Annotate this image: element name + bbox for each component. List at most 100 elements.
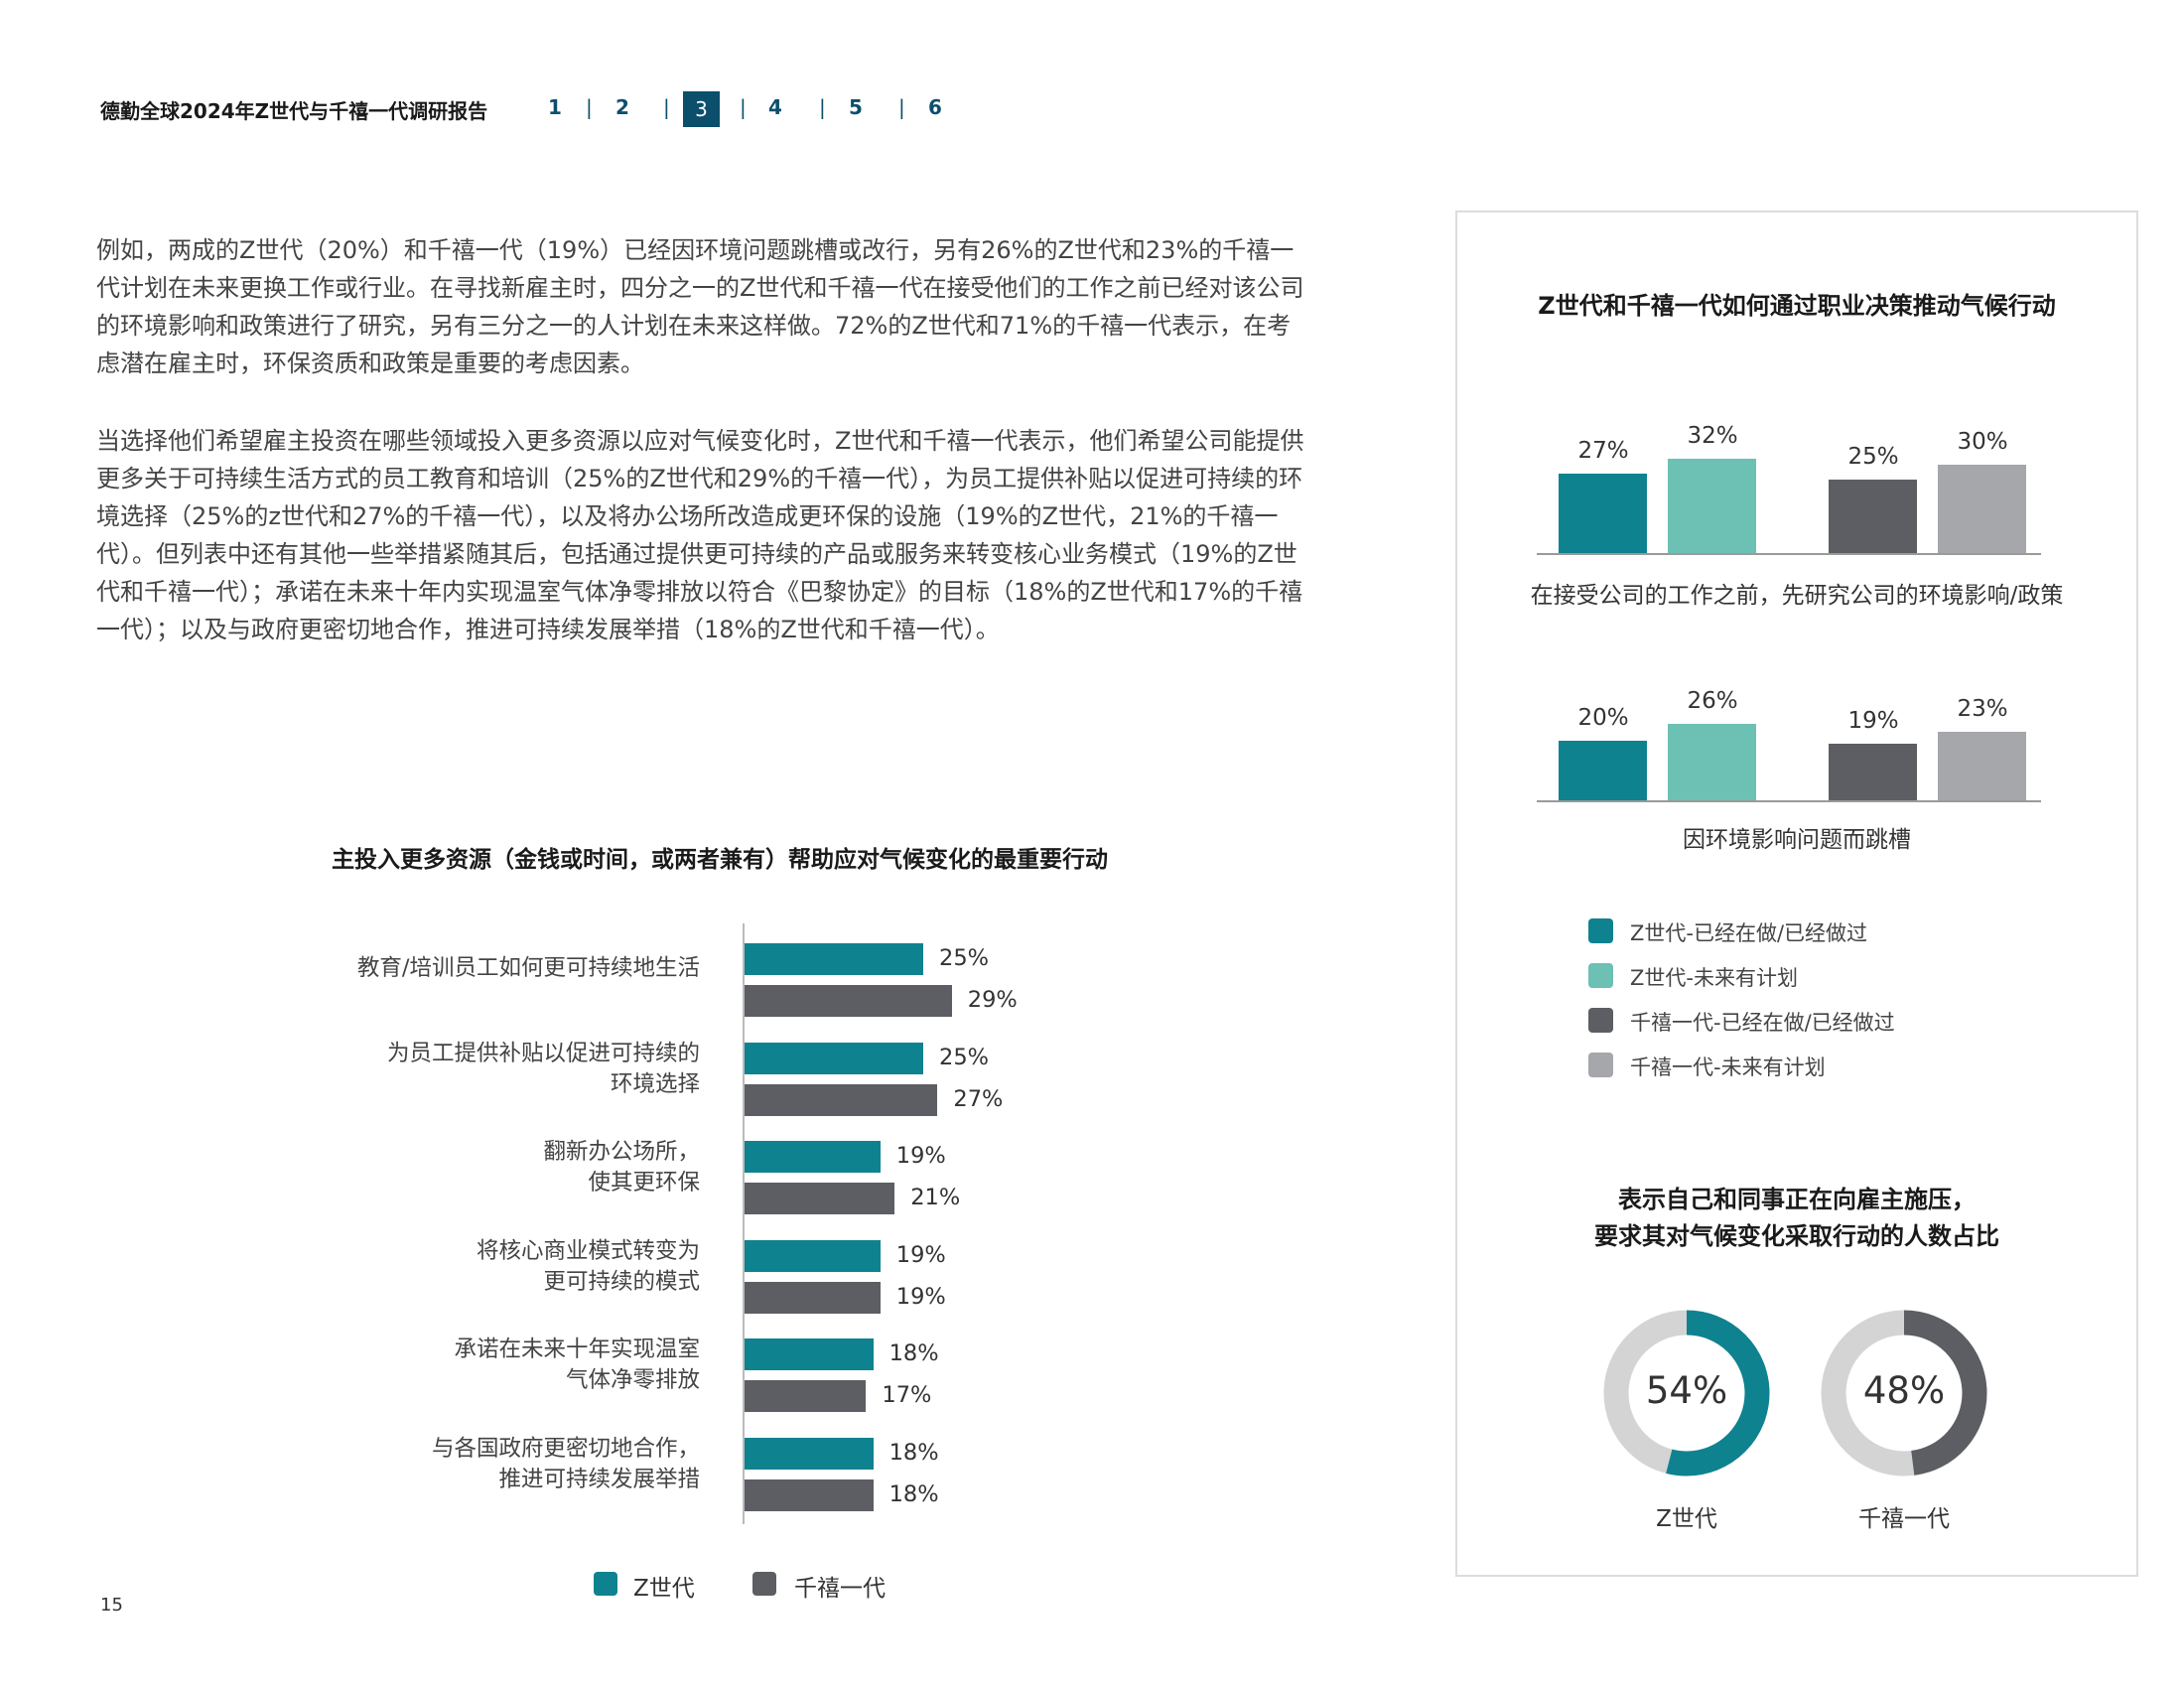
legend-swatch-gen-z (594, 1572, 617, 1596)
legend-label-gen-z: Z世代 (633, 1576, 695, 1602)
legend-swatch-millennials (752, 1572, 776, 1596)
report-title: 德勤全球2024年Z世代与千禧一代调研报告 (100, 99, 488, 123)
page-number: 15 (100, 1595, 123, 1616)
bar-value-label: 19% (895, 1241, 946, 1268)
vertical-bar-value-label: 32% (1687, 422, 1738, 449)
bar-gen-z (745, 1042, 923, 1074)
side-panel (1455, 211, 2138, 1577)
bar-value-label: 19% (895, 1283, 946, 1310)
category-label-line: 承诺在未来十年实现温室 (454, 1336, 700, 1362)
nav-separator: | (740, 95, 747, 119)
category-label-line: 使其更环保 (588, 1170, 700, 1196)
bar-value-label: 27% (953, 1085, 1004, 1112)
legend-swatch-genz-done (1588, 918, 1613, 943)
legend-swatch-mill-done (1588, 1008, 1613, 1033)
vertical-bar-value-label: 20% (1577, 705, 1629, 732)
bar-value-label: 21% (910, 1185, 961, 1210)
legend-label-millennials: 千禧一代 (794, 1576, 886, 1602)
chart-baseline (1537, 553, 2041, 555)
bar-value-label: 25% (939, 1044, 990, 1070)
bar-value-label: 17% (882, 1382, 932, 1408)
donut-value-arc (1603, 1310, 1770, 1477)
category-label: 翻新办公场所， 使其更环保 (283, 1137, 700, 1198)
category-label: 与各国政府更密切地合作， 推进可持续发展举措 (283, 1434, 700, 1495)
vertical-bar (1559, 741, 1647, 800)
category-label-line: 翻新办公场所， (543, 1139, 700, 1165)
donut-percent-label: 54% (1645, 1369, 1728, 1412)
body-paragraph-1: 例如，两成的Z世代（20%）和千禧一代（19%）已经因环境问题跳槽或改行，另有2… (96, 236, 1304, 377)
bar-value-label: 18% (888, 1480, 939, 1507)
nav-separator: | (819, 95, 826, 119)
nav-page-4[interactable]: 4 (768, 95, 782, 119)
vertical-bar (1559, 473, 1647, 553)
category-label-line: 将核心商业模式转变为 (476, 1237, 700, 1264)
bar-value-label: 18% (888, 1439, 939, 1466)
legend-swatch-genz-plan (1588, 963, 1613, 988)
donut-percent-label: 48% (1862, 1369, 1946, 1412)
vertical-bar-value-label: 23% (1957, 696, 2008, 723)
donut-chart (1821, 1310, 1987, 1477)
donut-title-line-2: 要求其对气候变化采取行动的人数占比 (1594, 1222, 1999, 1250)
body-paragraph-2: 当选择他们希望雇主投资在哪些领域投入更多资源以应对气候变化时，Z世代和千禧一代表… (96, 427, 1304, 643)
nav-page-5[interactable]: 5 (849, 95, 863, 119)
vertical-bar (1938, 732, 2026, 800)
bar-millennials (745, 1083, 938, 1116)
bar-value-label: 19% (895, 1143, 946, 1169)
bar-gen-z (745, 1239, 881, 1272)
nav-page-3-active[interactable]: 3 (683, 91, 720, 127)
bar-value-label: 18% (888, 1340, 939, 1366)
legend-label-genz-plan: Z世代-未来有计划 (1630, 966, 1798, 990)
bar-millennials (745, 1183, 895, 1214)
vertical-bar-value-label: 26% (1687, 687, 1738, 714)
bar-millennials (745, 1478, 874, 1511)
vertical-bar (1668, 723, 1756, 800)
bar-gen-z (745, 1437, 874, 1470)
bar-gen-z (745, 1141, 881, 1173)
vertical-bar-value-label: 19% (1847, 708, 1899, 735)
legend-swatch-mill-plan (1588, 1053, 1613, 1077)
vertical-chart-caption: 因环境影响问题而跳槽 (1683, 827, 1911, 853)
vertical-chart-title: Z世代和千禧一代如何通过职业决策推动气候行动 (1538, 292, 2056, 320)
category-label: 教育/培训员工如何更可持续地生活 (283, 953, 700, 984)
bar-chart-axis (743, 923, 745, 1524)
bar-chart-title: 主投入更多资源（金钱或时间，或两者兼有）帮助应对气候变化的最重要行动 (332, 847, 1108, 873)
bar-value-label: 29% (967, 987, 1018, 1013)
donut-name-label: 千禧一代 (1858, 1506, 1950, 1532)
legend-label-mill-done: 千禧一代-已经在做/已经做过 (1630, 1011, 1895, 1035)
nav-page-6[interactable]: 6 (928, 95, 942, 119)
category-label: 将核心商业模式转变为 更可持续的模式 (283, 1236, 700, 1298)
bar-millennials (745, 985, 952, 1017)
donut-value-arc (1821, 1310, 1987, 1477)
category-label-line: 推进可持续发展举措 (498, 1466, 700, 1492)
vertical-bar-value-label: 27% (1577, 437, 1629, 464)
category-label-line: 教育/培训员工如何更可持续地生活 (356, 955, 700, 981)
bar-millennials (745, 1380, 867, 1412)
legend-label-mill-plan: 千禧一代-未来有计划 (1630, 1055, 1826, 1079)
nav-separator: | (898, 95, 905, 119)
category-label-line: 与各国政府更密切地合作， (431, 1435, 700, 1462)
category-label: 为员工提供补贴以促进可持续的环境选择 (283, 1039, 700, 1100)
donut-chart (1603, 1310, 1770, 1477)
category-label-line: 为员工提供补贴以促进可持续的 (386, 1040, 700, 1066)
nav-separator: | (586, 95, 593, 119)
category-label-line: 气体净零排放 (565, 1367, 700, 1393)
vertical-bar (1668, 458, 1756, 553)
vertical-bar-value-label: 30% (1957, 428, 2008, 455)
vertical-bar (1829, 479, 1917, 553)
legend-label-genz-done: Z世代-已经在做/已经做过 (1630, 921, 1868, 945)
bar-gen-z (745, 1338, 874, 1370)
category-label-line: 环境选择 (610, 1070, 700, 1097)
chart-baseline (1537, 800, 2041, 802)
nav-page-2[interactable]: 2 (615, 95, 629, 119)
bar-gen-z (745, 943, 923, 975)
vertical-chart-caption: 在接受公司的工作之前，先研究公司的环境影响/政策 (1530, 583, 2064, 609)
bar-millennials (745, 1281, 881, 1314)
donut-title-line-1: 表示自己和同事正在向雇主施压， (1618, 1186, 1976, 1213)
category-label: 承诺在未来十年实现温室气体净零排放 (283, 1335, 700, 1396)
donut-name-label: Z世代 (1656, 1506, 1717, 1532)
vertical-bar (1829, 744, 1917, 800)
nav-separator: | (663, 95, 670, 119)
nav-page-1[interactable]: 1 (548, 95, 562, 119)
vertical-bar (1938, 464, 2026, 553)
bar-value-label: 25% (939, 945, 990, 971)
